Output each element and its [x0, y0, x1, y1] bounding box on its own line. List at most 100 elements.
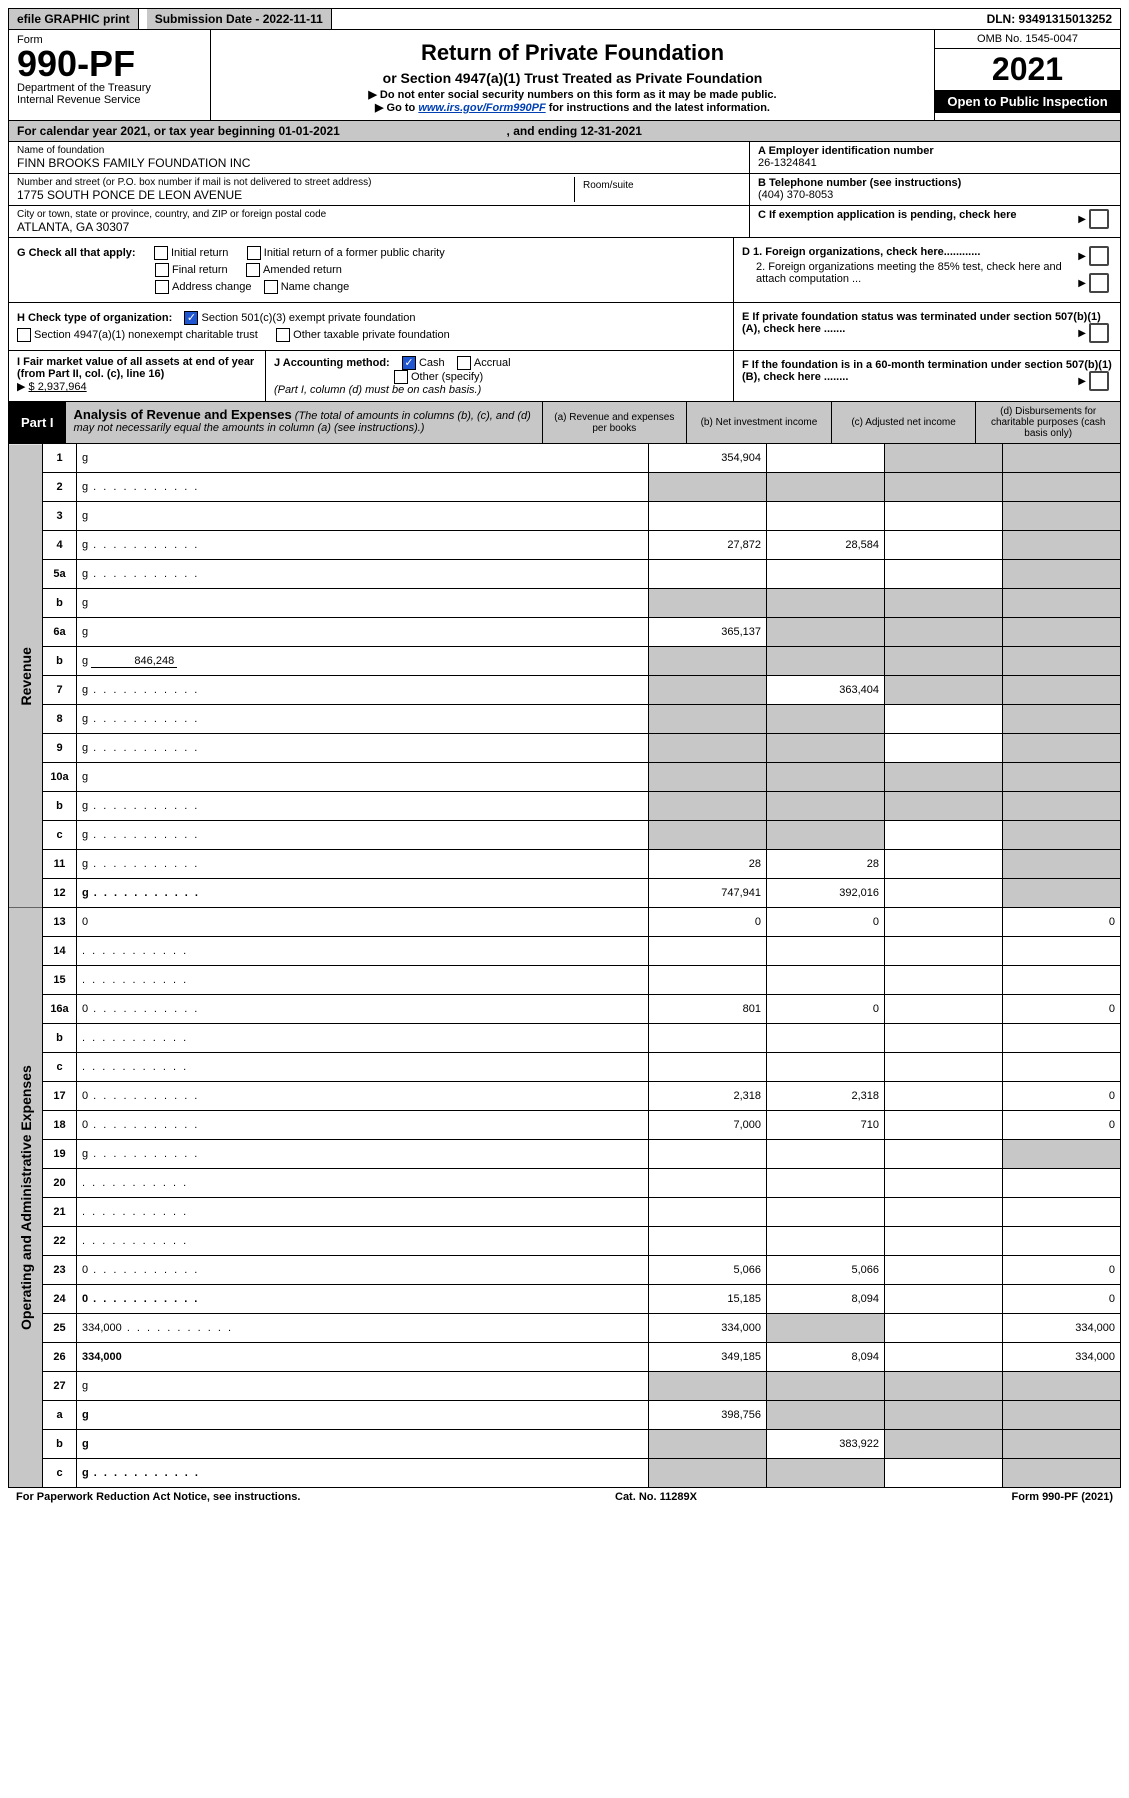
cell-d: 0: [1003, 1285, 1121, 1314]
cell-a: 398,756: [649, 1401, 767, 1430]
j-section: J Accounting method: Cash Accrual Other …: [265, 351, 733, 401]
footer-left: For Paperwork Reduction Act Notice, see …: [16, 1491, 300, 1503]
line-description: [77, 1169, 649, 1198]
line-number: 22: [43, 1227, 77, 1256]
g-final-return[interactable]: [155, 263, 169, 277]
cell-c: [885, 966, 1003, 995]
line-description: 334,000: [77, 1314, 649, 1343]
cell-d: [1003, 502, 1121, 531]
form-number: 990-PF: [17, 46, 202, 82]
ij-f-block: I Fair market value of all assets at end…: [8, 351, 1121, 402]
cell-b: [767, 618, 885, 647]
cell-c: [885, 734, 1003, 763]
line-description: g: [77, 444, 649, 473]
table-row: 15: [9, 966, 1121, 995]
line-number: 20: [43, 1169, 77, 1198]
cell-b: [767, 1024, 885, 1053]
cell-d: [1003, 1024, 1121, 1053]
cell-a: 28: [649, 850, 767, 879]
cell-b: 8,094: [767, 1285, 885, 1314]
part1-header: Part I Analysis of Revenue and Expenses …: [8, 402, 1121, 444]
h-501c3-checkbox[interactable]: [184, 311, 198, 325]
line-number: 15: [43, 966, 77, 995]
line-description: g: [77, 473, 649, 502]
cell-d: [1003, 1198, 1121, 1227]
f-checkbox[interactable]: [1089, 371, 1109, 391]
cell-d: 334,000: [1003, 1343, 1121, 1372]
j-cash-checkbox[interactable]: [402, 356, 416, 370]
cell-c: [885, 1314, 1003, 1343]
cell-c: [885, 1343, 1003, 1372]
cell-a: [649, 1372, 767, 1401]
d2-checkbox[interactable]: [1089, 273, 1109, 293]
cell-d: [1003, 618, 1121, 647]
line-number: 27: [43, 1372, 77, 1401]
cell-b: [767, 705, 885, 734]
cell-a: [649, 1430, 767, 1459]
dept-2: Internal Revenue Service: [17, 94, 202, 106]
cell-a: [649, 937, 767, 966]
cell-a: [649, 1198, 767, 1227]
cell-b: [767, 589, 885, 618]
cell-d: [1003, 444, 1121, 473]
cell-a: 801: [649, 995, 767, 1024]
g-initial-former[interactable]: [247, 246, 261, 260]
top-bar: efile GRAPHIC print Submission Date - 20…: [8, 8, 1121, 30]
info-block: Name of foundation FINN BROOKS FAMILY FO…: [8, 142, 1121, 238]
line-description: g: [77, 1401, 649, 1430]
irs-link[interactable]: www.irs.gov/Form990PF: [418, 102, 545, 114]
line-description: g: [77, 763, 649, 792]
line-number: b: [43, 647, 77, 676]
table-row: cg: [9, 821, 1121, 850]
cell-c: [885, 1459, 1003, 1488]
calendar-year-line: For calendar year 2021, or tax year begi…: [8, 121, 1121, 142]
table-row: c: [9, 1053, 1121, 1082]
cell-d: 0: [1003, 995, 1121, 1024]
cell-b: [767, 444, 885, 473]
line-description: g: [77, 560, 649, 589]
line-description: g: [77, 589, 649, 618]
e-checkbox[interactable]: [1089, 323, 1109, 343]
line-description: g: [77, 705, 649, 734]
j-accrual-checkbox[interactable]: [457, 356, 471, 370]
line-number: 21: [43, 1198, 77, 1227]
cell-a: [649, 676, 767, 705]
cell-c: [885, 850, 1003, 879]
line-number: 26: [43, 1343, 77, 1372]
line-number: 23: [43, 1256, 77, 1285]
g-address-change[interactable]: [155, 280, 169, 294]
cell-b: [767, 502, 885, 531]
cell-b: [767, 763, 885, 792]
cell-d: [1003, 734, 1121, 763]
cell-d: [1003, 821, 1121, 850]
cell-d: [1003, 676, 1121, 705]
cell-a: 334,000: [649, 1314, 767, 1343]
foundation-name: FINN BROOKS FAMILY FOUNDATION INC: [17, 156, 741, 170]
j-other-checkbox[interactable]: [394, 370, 408, 384]
cell-b: [767, 560, 885, 589]
g-name-change[interactable]: [264, 280, 278, 294]
cell-b: [767, 1459, 885, 1488]
table-row: bg: [9, 589, 1121, 618]
c-checkbox[interactable]: [1089, 209, 1109, 229]
g-initial-return[interactable]: [154, 246, 168, 260]
cell-a: [649, 792, 767, 821]
g-amended[interactable]: [246, 263, 260, 277]
line-number: 1: [43, 444, 77, 473]
cell-c: [885, 705, 1003, 734]
cell-c: [885, 1256, 1003, 1285]
cell-a: [649, 1024, 767, 1053]
c-label: C If exemption application is pending, c…: [758, 209, 1017, 221]
part1-badge: Part I: [9, 402, 66, 443]
cell-b: [767, 966, 885, 995]
line-number: c: [43, 821, 77, 850]
name-label: Name of foundation: [17, 145, 741, 156]
cell-d: 0: [1003, 908, 1121, 937]
table-row: 7g363,404: [9, 676, 1121, 705]
line-description: 0: [77, 908, 649, 937]
footer-right: Form 990-PF (2021): [1012, 1491, 1114, 1503]
d1-checkbox[interactable]: [1089, 246, 1109, 266]
dept-1: Department of the Treasury: [17, 82, 202, 94]
h-4947-checkbox[interactable]: [17, 328, 31, 342]
h-other-checkbox[interactable]: [276, 328, 290, 342]
